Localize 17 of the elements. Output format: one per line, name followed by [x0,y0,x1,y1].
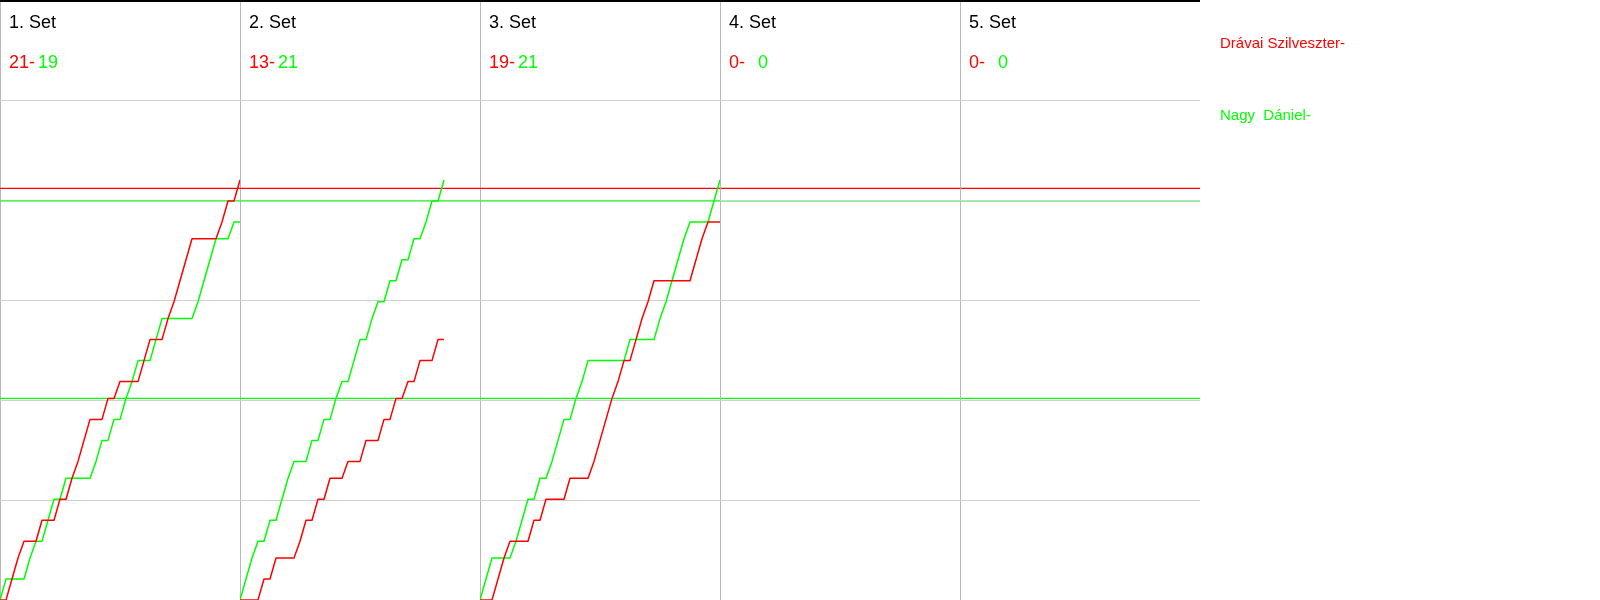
text: Nagy Dániel- [1220,106,1311,123]
text: 0- [729,52,746,73]
text: 21- [9,52,36,72]
chart-title: 1. Set [9,12,57,32]
text: 4. Set [729,12,777,33]
text: 19- [489,52,516,72]
text: 21 [278,52,299,72]
text: 0 [758,52,769,73]
text: 0 [998,52,1009,73]
text: 5. Set [969,12,1017,33]
chart-title: 2. Set [249,12,297,32]
text: 0- [969,52,986,73]
text: 13- [249,52,276,72]
text: Drávai Szilveszter- [1220,34,1346,51]
text: 19 [38,52,59,72]
chart-title: 3. Set [489,12,537,32]
text: 21 [518,52,539,72]
